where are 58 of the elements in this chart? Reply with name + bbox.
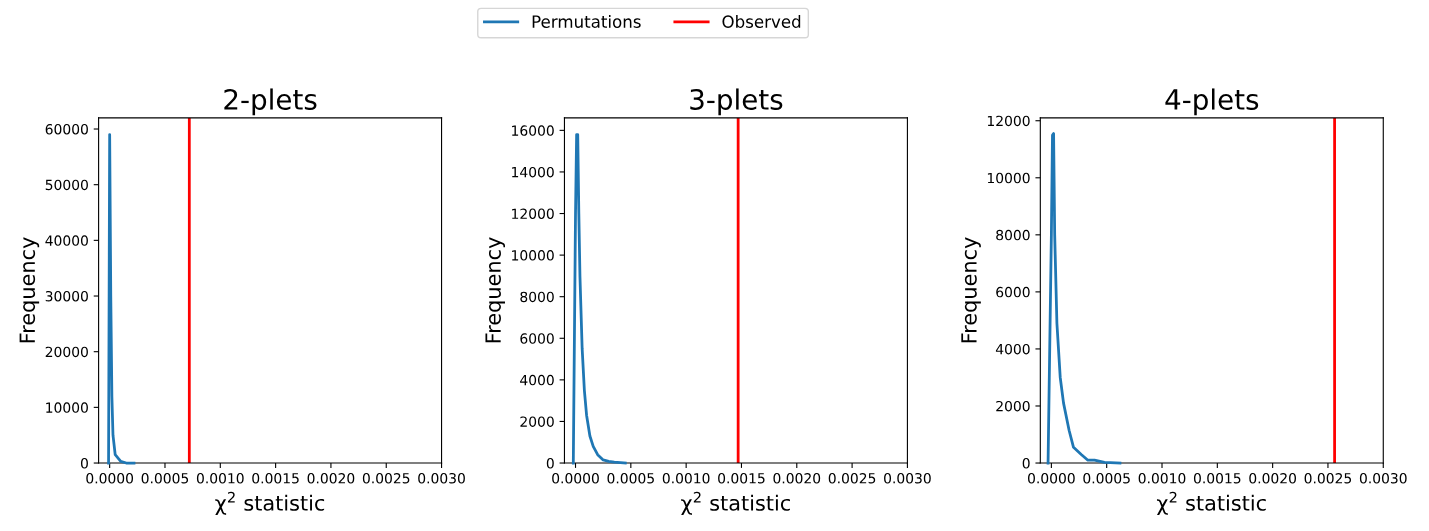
x-tick-label: 0.0030: [1359, 473, 1407, 484]
y-tick-label: 2000: [996, 400, 1030, 412]
x-tick-label: 0.0015: [1193, 473, 1241, 484]
x-tick-label: 0.0030: [884, 473, 931, 484]
x-tick-label: 0.0000: [1027, 473, 1075, 484]
x-tick-label: 0.0020: [307, 473, 355, 484]
y-tick-label: 10000: [46, 402, 88, 413]
line-series: [571, 133, 627, 465]
y-tick-label: 0: [1022, 458, 1030, 469]
y-tick-label: 12000: [512, 208, 554, 219]
y-tick-label: 4000: [520, 374, 554, 386]
x-tick-label: 0.0015: [718, 473, 765, 484]
line-series: [1046, 132, 1122, 465]
y-tick-label: 14000: [512, 166, 554, 178]
y-tick-label: 50000: [45, 179, 88, 191]
x-axis-title: χ$^{2}$ statistic: [215, 491, 325, 515]
y-tick-label: 16000: [512, 125, 554, 136]
x-tick-label: 0.0030: [418, 473, 465, 484]
x-axis-title: χ$^{2}$ statistic: [1156, 491, 1266, 515]
chart-title: 4-plets: [1165, 88, 1259, 116]
chart-title: 2-plets: [224, 88, 317, 116]
y-tick-label: 8000: [520, 291, 554, 303]
x-tick-label: 0.0020: [1249, 473, 1297, 484]
y-tick-label: 10000: [987, 172, 1030, 184]
y-tick-label: 8000: [996, 229, 1030, 241]
x-tick-label: 0.0005: [607, 473, 654, 484]
y-tick-label: 60000: [45, 123, 88, 135]
chart-title: 3-plets: [690, 88, 783, 116]
y-tick-label: 6000: [996, 286, 1030, 298]
x-tick-label: 0.0010: [662, 473, 710, 484]
y-tick-label: 0: [80, 458, 88, 469]
x-tick-label: 0.0000: [552, 473, 599, 484]
y-axis-title: Frequency: [961, 237, 981, 343]
y-tick-label: 6000: [520, 333, 554, 344]
x-tick-label: 0.0025: [362, 473, 410, 484]
x-tick-label: 0.0020: [773, 473, 821, 484]
x-axis-title: χ$^{2}$ statistic: [681, 491, 790, 515]
y-tick-label: 0: [546, 458, 554, 469]
y-tick-label: 2000: [520, 416, 554, 427]
line-series: [107, 133, 136, 465]
y-tick-label: 20000: [45, 346, 88, 358]
y-tick-label: 30000: [45, 290, 88, 302]
x-tick-label: 0.0000: [86, 473, 134, 484]
y-tick-label: 40000: [45, 235, 88, 246]
y-tick-label: 12000: [987, 115, 1030, 127]
legend-label: Observed: [722, 15, 801, 28]
x-tick-label: 0.0015: [252, 473, 299, 484]
x-tick-label: 0.0025: [828, 473, 876, 484]
x-tick-label: 0.0005: [141, 473, 189, 484]
y-axis-title: Frequency: [485, 237, 505, 343]
y-axis-title: Frequency: [19, 237, 40, 343]
x-tick-label: 0.0010: [1138, 473, 1186, 484]
x-tick-label: 0.0005: [1083, 473, 1130, 484]
legend-label: Permutations: [532, 15, 641, 28]
x-tick-label: 0.0025: [1304, 473, 1352, 484]
y-tick-label: 10000: [512, 250, 554, 261]
x-tick-label: 0.0010: [196, 473, 244, 484]
y-tick-label: 4000: [995, 343, 1030, 355]
